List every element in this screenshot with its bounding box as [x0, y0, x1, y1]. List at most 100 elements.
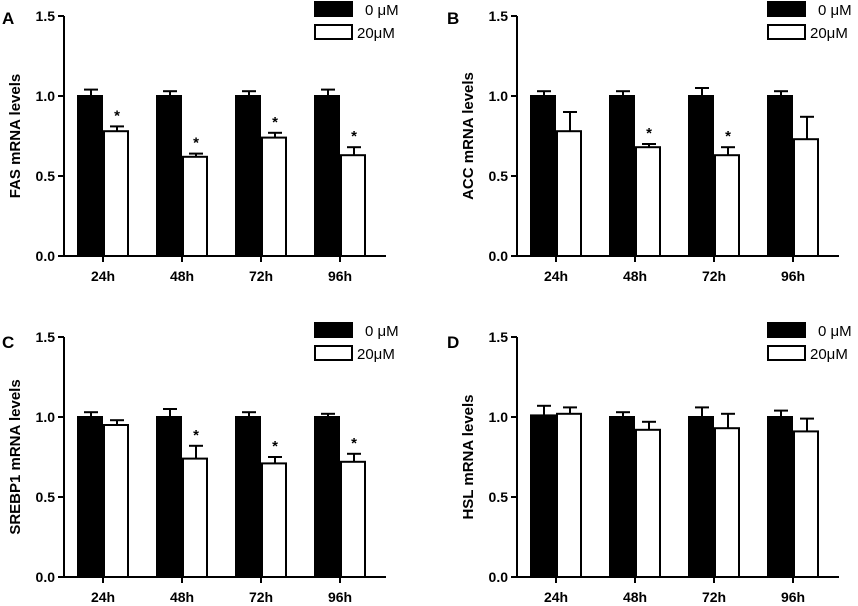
y-tick-label: 0.5 [36, 489, 56, 505]
legend-swatch-control [767, 1, 806, 17]
bar-control [530, 414, 556, 578]
bar-treated [556, 412, 582, 578]
bar-control [156, 416, 182, 578]
x-tick-label: 72h [249, 589, 273, 605]
y-tick-label: 0.0 [489, 569, 509, 585]
legend-swatch-treated [314, 345, 353, 361]
panel-letter: D [447, 333, 459, 352]
y-tick-label: 0.0 [36, 569, 56, 585]
panel-letter: B [447, 9, 459, 28]
y-tick-label: 0.5 [489, 168, 509, 184]
bar-treated [103, 424, 129, 578]
legend-label: 0 μM [365, 2, 399, 19]
bar-treated [635, 146, 661, 257]
legend-label: 0 μM [818, 323, 852, 340]
x-tick-label: 48h [623, 589, 647, 605]
panel-letter: A [2, 9, 14, 28]
bar-control [235, 416, 261, 578]
y-axis-label: HSL mRNA levels [460, 394, 477, 519]
legend-swatch-control [314, 322, 353, 338]
bar-control [609, 416, 635, 578]
y-axis-label: ACC mRNA levels [460, 72, 477, 200]
y-tick-label: 1.0 [36, 88, 56, 104]
bar-control [530, 95, 556, 257]
significance-star: * [114, 107, 120, 124]
legend-label: 20μM [810, 346, 848, 363]
significance-star: * [272, 438, 278, 455]
chart-panel-b: B ACC mRNA levels 0.0 0.5 1.0 1.5 24h * 48h * 72h 9… [447, 1, 852, 284]
y-tick-label: 0.5 [36, 168, 56, 184]
bar-control [235, 95, 261, 257]
bar-control [767, 95, 793, 257]
y-tick-label: 0.5 [489, 489, 509, 505]
y-tick-label: 1.5 [489, 329, 509, 345]
legend-swatch-treated [767, 345, 806, 361]
x-tick-label: 48h [170, 589, 194, 605]
y-tick-label: 1.0 [36, 409, 56, 425]
bar-control [767, 416, 793, 578]
legend-label: 20μM [357, 25, 395, 42]
legend-swatch-treated [314, 24, 353, 40]
bar-control [688, 416, 714, 578]
x-tick-label: 72h [249, 268, 273, 284]
x-tick-label: 72h [702, 268, 726, 284]
bar-control [77, 95, 103, 257]
legend-label: 20μM [810, 25, 848, 42]
x-tick-label: 48h [170, 268, 194, 284]
y-tick-label: 0.0 [489, 248, 509, 264]
bar-control [314, 416, 340, 578]
significance-star: * [725, 128, 731, 145]
significance-star: * [193, 135, 199, 152]
bar-control [609, 95, 635, 257]
bar-treated [793, 138, 819, 257]
significance-star: * [272, 114, 278, 131]
x-tick-label: 24h [91, 268, 115, 284]
bar-control [688, 95, 714, 257]
bar-treated [261, 462, 287, 578]
bar-treated [714, 154, 740, 257]
legend-label: 0 μM [818, 2, 852, 19]
chart-panel-c: C SREBP1 mRNA levels 0.0 0.5 1.0 1.5 24h * 48h * 7… [2, 322, 399, 605]
bar-control [156, 95, 182, 257]
bar-treated [556, 130, 582, 257]
x-tick-label: 72h [702, 589, 726, 605]
y-tick-label: 1.5 [36, 329, 56, 345]
legend-swatch-treated [767, 24, 806, 40]
y-tick-label: 1.0 [489, 409, 509, 425]
legend-swatch-control [767, 322, 806, 338]
x-tick-label: 24h [544, 589, 568, 605]
bar-treated [103, 130, 129, 257]
bar-control [77, 416, 103, 578]
panel-letter: C [2, 333, 14, 352]
bar-treated [714, 427, 740, 579]
x-tick-label: 24h [91, 589, 115, 605]
x-tick-label: 96h [328, 268, 352, 284]
significance-star: * [351, 435, 357, 452]
y-tick-label: 1.5 [489, 8, 509, 24]
legend-label: 20μM [357, 346, 395, 363]
y-axis-label: SREBP1 mRNA levels [7, 379, 24, 534]
x-tick-label: 48h [623, 268, 647, 284]
x-tick-label: 96h [328, 589, 352, 605]
bar-treated [793, 430, 819, 578]
bar-treated [182, 457, 208, 579]
x-tick-label: 96h [781, 268, 805, 284]
bar-treated [340, 154, 366, 257]
legend-swatch-control [314, 1, 353, 17]
bar-treated [340, 460, 366, 578]
x-tick-label: 24h [544, 268, 568, 284]
y-axis-label: FAS mRNA levels [7, 74, 24, 199]
significance-star: * [646, 125, 652, 142]
chart-panel-a: A FAS mRNA levels 0.0 0.5 1.0 1.5 * 24h * 48h * 72h… [2, 1, 399, 284]
y-tick-label: 1.5 [36, 8, 56, 24]
bar-treated [261, 136, 287, 258]
significance-star: * [193, 427, 199, 444]
x-tick-label: 96h [781, 589, 805, 605]
significance-star: * [351, 128, 357, 145]
bar-treated [635, 428, 661, 578]
bar-treated [182, 155, 208, 257]
legend-label: 0 μM [365, 323, 399, 340]
y-tick-label: 0.0 [36, 248, 56, 264]
bar-control [314, 95, 340, 257]
